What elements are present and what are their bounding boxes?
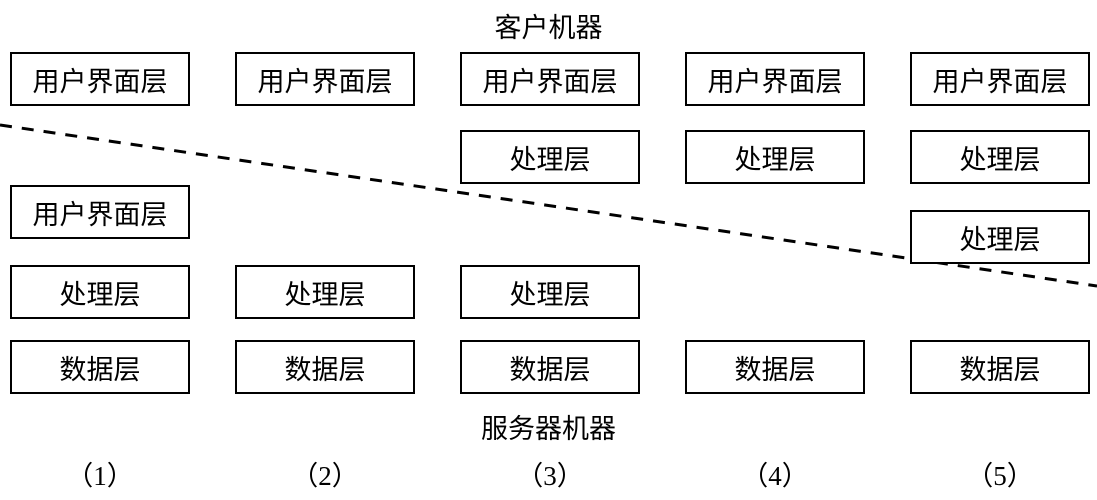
title-client: 客户机器: [0, 6, 1097, 45]
column-label: （3）: [460, 454, 640, 493]
column-label: （5）: [910, 454, 1090, 493]
layer-box: 处理层: [10, 265, 190, 319]
column-label: （2）: [235, 454, 415, 493]
title-server: 服务器机器: [0, 407, 1097, 446]
layer-box: 处理层: [235, 265, 415, 319]
layer-box: 数据层: [685, 340, 865, 394]
layer-box: 用户界面层: [460, 52, 640, 106]
layer-box: 用户界面层: [235, 52, 415, 106]
layer-box: 用户界面层: [10, 52, 190, 106]
layer-box: 处理层: [910, 130, 1090, 184]
layer-box: 数据层: [235, 340, 415, 394]
layer-box: 用户界面层: [910, 52, 1090, 106]
layer-box: 用户界面层: [685, 52, 865, 106]
layer-box: 处理层: [910, 210, 1090, 264]
column-label: （1）: [10, 454, 190, 493]
layer-box: 用户界面层: [10, 185, 190, 239]
layer-box: 数据层: [10, 340, 190, 394]
layer-box: 处理层: [685, 130, 865, 184]
column-label: （4）: [685, 454, 865, 493]
layer-box: 处理层: [460, 265, 640, 319]
layer-box: 处理层: [460, 130, 640, 184]
layer-box: 数据层: [910, 340, 1090, 394]
layer-box: 数据层: [460, 340, 640, 394]
